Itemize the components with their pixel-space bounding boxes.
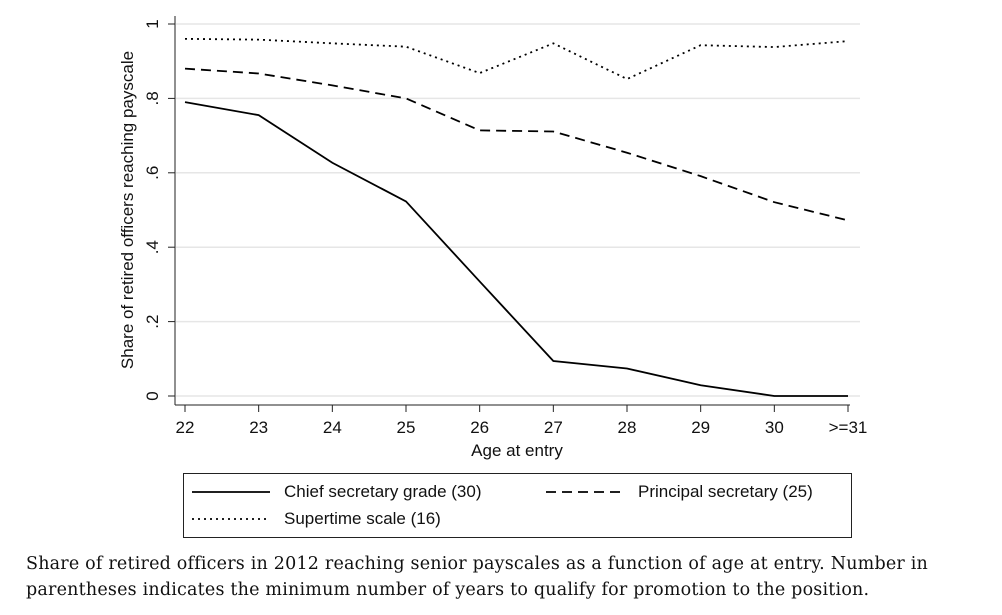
x-tick-label: 26 [470,418,489,437]
y-tick-label: 1 [143,19,162,28]
y-tick-label: .6 [143,166,162,180]
legend-item-principal-secretary: Principal secretary (25) [546,482,813,502]
x-tick-label: 23 [249,418,268,437]
x-tick-label: 27 [544,418,563,437]
caption-line: Share of retired officers in 2012 reachi… [26,554,929,574]
y-tick-label: .2 [143,315,162,329]
y-tick-label: .4 [143,240,162,254]
x-tick-label: 25 [397,418,416,437]
legend-label: Principal secretary (25) [638,482,813,501]
x-tick-label: 28 [618,418,637,437]
legend-label: Supertime scale (16) [284,509,441,528]
line-chart: 0 .2 .4 .6 .8 1 22 23 24 25 26 27 28 29 30 >=31 Age at e… [118,16,868,460]
x-tick-label: >=31 [829,418,868,437]
x-tick-label: 24 [323,418,342,437]
legend: Chief secretary grade (30) Principal sec… [183,473,852,538]
y-tick-label: 0 [143,391,162,400]
legend-label: Chief secretary grade (30) [284,482,482,501]
y-tick-label: .8 [143,91,162,105]
x-tick-label: 29 [691,418,710,437]
legend-item-supertime-scale: Supertime scale (16) [192,509,441,529]
series-line-2 [184,67,849,222]
y-axis-title: Share of retired officers reaching paysc… [118,51,137,369]
legend-item-chief-secretary: Chief secretary grade (30) [192,482,481,502]
caption-line: parentheses indicates the minimum number… [26,580,870,600]
x-axis-title: Age at entry [471,441,563,460]
x-tick-label: 30 [765,418,784,437]
series-line-3 [184,37,849,81]
x-tick-label: 22 [176,418,195,437]
series-line-1 [184,101,848,397]
figure-caption: Share of retired officers in 2012 reachi… [26,551,1002,603]
